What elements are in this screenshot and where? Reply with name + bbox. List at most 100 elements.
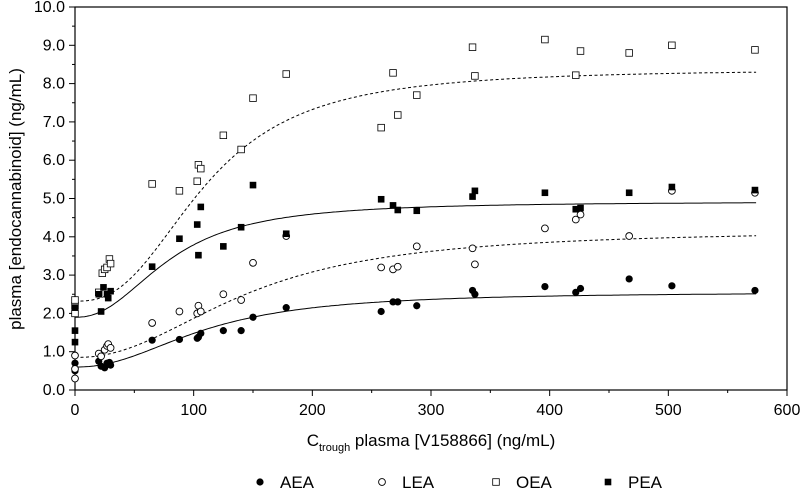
data-point-lea [237,296,245,304]
data-point-pea [377,195,385,203]
data-point-lea [377,263,386,272]
data-point-oea [237,145,245,154]
x-axis-title-subscript: trough [319,442,350,454]
data-point-lea [625,232,634,240]
data-point-lea [71,351,79,360]
data-point-aea [282,304,290,312]
data-point-pea [577,204,584,212]
data-point-lea [196,307,205,316]
x-axis-title-main: C [307,431,319,450]
data-point-aea [751,286,759,295]
data-point-oea [471,72,479,80]
y-tick-label: 2.0 [43,305,65,322]
x-axis-title-rest: plasma [V158866] (ng/mL) [350,431,555,450]
data-points [71,35,759,383]
data-point-lea [412,242,421,251]
data-point-aea [175,335,184,344]
x-axis-title: Ctrough plasma [V158866] (ng/mL) [307,431,556,454]
data-point-oea [751,46,759,54]
fit-curve-aea [75,293,757,368]
data-point-aea [576,284,585,293]
fit-curve-oea [75,71,757,302]
data-point-lea [71,374,79,383]
y-tick-label: 8.0 [43,76,65,93]
data-point-oea [249,94,257,102]
y-tick-label: 4.0 [43,229,65,246]
y-tick-label: 0.0 [43,382,65,399]
legend-item-lea: LEA [378,473,435,492]
data-point-pea [193,221,201,228]
data-point-lea [249,258,257,267]
data-point-oea [106,259,115,268]
data-point-oea [668,41,676,49]
x-tick-label: 0 [71,402,80,419]
data-point-lea [97,352,105,361]
x-tick-label: 100 [180,402,207,419]
series-pea [71,181,759,346]
data-point-pea [471,187,479,195]
legend-label-oea: OEA [516,473,553,492]
data-point-oea [71,309,79,318]
data-point-aea [668,282,676,290]
data-point-lea [148,319,156,327]
data-point-oea [197,164,205,173]
data-point-pea [148,263,156,270]
legend-label-pea: PEA [628,473,663,492]
data-point-aea [394,298,402,306]
data-point-pea [71,327,79,334]
legend-marker-pea [604,478,612,486]
legend-marker-lea [378,478,386,486]
data-point-aea [197,329,205,337]
data-point-oea [572,71,580,79]
data-point-pea [97,308,105,315]
data-point-aea [541,282,549,291]
data-point-oea [576,47,585,55]
data-point-aea [71,359,79,367]
data-point-pea [100,284,107,291]
data-point-aea [148,336,156,344]
data-point-pea [71,304,79,311]
data-point-pea [394,206,402,214]
data-point-lea [468,244,477,253]
x-tick-label: 200 [299,402,326,419]
data-point-lea [106,344,115,352]
data-point-oea [413,91,421,99]
x-tick-label: 600 [774,402,800,419]
axes: 0 100 200 300 400 500 600 0.0 1.0 2.0 3.0 4.0 5.0 6.0… [34,0,800,419]
data-point-oea [377,123,385,132]
data-point-aea [377,307,385,316]
legend-marker-oea [492,478,500,486]
legend-label-aea: AEA [280,473,315,492]
data-point-aea [107,361,115,369]
data-point-oea [219,131,228,140]
data-point-aea [219,327,227,335]
legend-label-lea: LEA [402,473,435,492]
data-point-aea [237,327,245,335]
data-point-pea [389,202,397,209]
data-point-lea [219,290,228,299]
fit-curve-lea [75,235,757,358]
data-point-oea [625,49,633,57]
data-point-pea [104,294,112,302]
data-point-lea [71,365,79,373]
legend-item-aea: AEA [256,473,315,492]
series-aea [71,275,759,375]
data-point-aea [471,290,479,298]
data-point-oea [175,187,184,195]
data-point-pea [625,189,633,197]
x-tick-label: 400 [536,402,563,419]
legend-marker-aea [256,478,264,486]
data-point-pea [751,186,759,194]
data-point-pea [541,189,549,197]
fit-curve-pea [75,202,757,318]
data-point-pea [197,203,205,211]
y-axis-title: plasma [endocannabinoid] (ng/mL) [6,68,25,330]
data-point-pea [413,207,421,215]
legend-item-pea: PEA [604,473,663,492]
data-point-aea [249,313,257,321]
data-point-pea [71,338,79,346]
data-point-aea [413,302,421,310]
data-point-pea [237,223,245,231]
